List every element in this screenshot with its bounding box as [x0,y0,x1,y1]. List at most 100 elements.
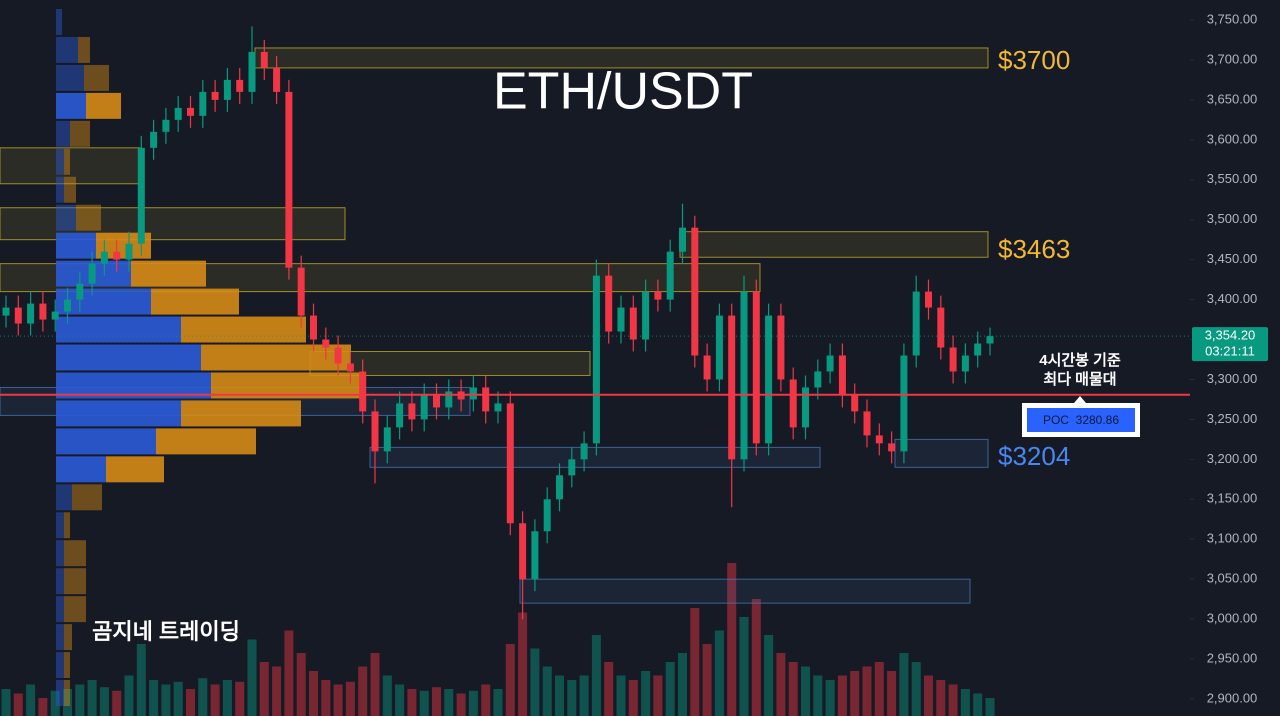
candle-body [506,403,514,524]
y-tick-label: 2,950.00 [1207,650,1258,665]
volume-bar [628,680,638,716]
volume-bar [444,689,454,716]
y-tick-label: 3,650.00 [1207,91,1258,106]
candle-body [420,395,428,420]
volume-bar [960,689,970,716]
profile-buy [56,232,96,259]
profile-buy [56,120,70,147]
volume-bar [173,681,183,716]
plot-layer [0,9,995,716]
candle-body [236,79,244,92]
y-tick-label: 3,400.00 [1207,291,1258,306]
volume-bar [862,666,872,716]
candle-body [162,119,170,132]
poc-pointer [1074,396,1086,403]
candle-body [629,307,637,340]
volume-bar [13,693,23,716]
candle-body [39,303,47,320]
candle-body [322,339,330,348]
volume-bar [542,666,552,716]
candle-body [334,347,342,364]
candle-body [937,307,945,348]
volume-bar [936,680,946,716]
candle-body [531,531,539,580]
poc-label: POC 3280.86 [1043,413,1119,427]
profile-buy [56,92,86,119]
candle-body [752,291,760,444]
candle-body [371,411,379,452]
price-zone [679,231,989,258]
candle-body [137,147,145,244]
candle-body [826,355,834,372]
volume-bar [124,675,134,716]
profile-sell [64,624,72,651]
volume-bar [948,684,958,716]
candle-body [100,251,108,264]
volume-bar [973,693,983,716]
y-tick-label: 3,250.00 [1207,411,1258,426]
volume-bar [235,681,245,716]
candle-body [851,395,859,412]
candle-body [469,387,477,400]
volume-bar [788,662,798,716]
candle-body [888,443,896,452]
volume-bar [38,698,48,716]
profile-buy [56,680,64,706]
volume-bar [591,635,601,716]
volume-bar [579,675,589,716]
candle-body [273,67,281,92]
profile-sell [64,568,86,595]
volume-bar [739,617,749,716]
profile-buy [56,512,64,539]
candle-body [900,355,908,452]
candle-body [838,355,846,396]
volume-bar [210,684,220,716]
volume-bar [395,684,405,716]
volume-bar [382,675,392,716]
candle-body [285,91,293,268]
volume-bar [985,698,995,716]
profile-sell [106,456,164,483]
y-tick-label: 3,050.00 [1207,571,1258,586]
volume-bar [247,639,257,716]
candle-body [14,307,22,324]
candle-body [777,315,785,380]
volume-bar [272,666,282,716]
profile-buy [56,316,181,343]
profile-buy [56,148,64,175]
volume-bar [616,675,626,716]
volume-bar [149,680,159,716]
volume-bar [99,687,109,716]
candle-body [346,363,354,372]
candle-body [199,91,207,116]
candle-body [715,315,723,380]
volume-bar [899,653,909,716]
candle-body [974,343,982,356]
candle-body [814,371,822,388]
volume-bar [136,644,146,716]
volume-bar [641,671,651,716]
candle-body [383,427,391,452]
candle-body [2,307,10,316]
watermark: 곰지네 트레이딩 [92,619,240,644]
profile-sell [64,652,70,679]
candle-body [64,299,71,312]
profile-buy [56,596,64,623]
candle-body [543,499,551,532]
candle-body [248,51,256,92]
volume-bar [75,684,85,716]
volume-bar [505,644,515,716]
candle-body [605,275,613,332]
volume-bar [653,675,663,716]
profile-buy [56,652,64,679]
profile-sell [64,176,76,203]
candle-body [875,435,883,444]
candle-body [519,523,527,580]
candle-body [703,355,711,380]
candle-body [986,336,994,344]
volume-bar [222,680,232,716]
volume-bar [26,684,36,716]
volume-bar [751,599,761,716]
candle-body [433,395,440,408]
profile-sell [201,344,351,371]
